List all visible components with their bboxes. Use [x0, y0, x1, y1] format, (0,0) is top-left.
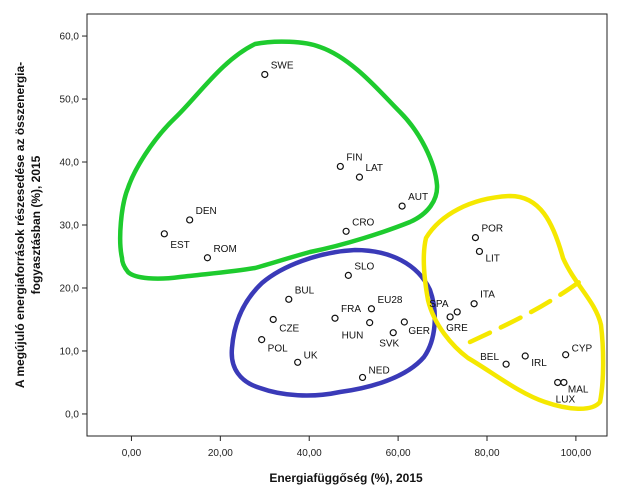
- point-label-uk: UK: [304, 350, 318, 361]
- data-point-gre: [446, 313, 454, 321]
- x-tick-label: 0,00: [122, 448, 142, 459]
- data-point-rom: [203, 254, 212, 262]
- point-label-cyp: CYP: [572, 344, 593, 355]
- x-axis: 0,00 20,00 40,00 60,00 80,00 100,00: [122, 436, 592, 459]
- point-label-bel: BEL: [480, 352, 499, 363]
- data-point-bel: [502, 360, 510, 368]
- data-point-spa: [453, 308, 461, 316]
- point-label-pol: POL: [268, 344, 288, 355]
- data-point-fin: [336, 162, 344, 171]
- x-tick-label: 20,00: [208, 448, 233, 459]
- plot-area: [86, 13, 608, 437]
- x-axis-title: Energiafüggőség (%), 2015: [269, 471, 423, 485]
- data-point-swe: [261, 70, 269, 79]
- point-label-swe: SWE: [271, 60, 294, 71]
- data-point-cyp: [562, 351, 570, 359]
- data-point-mal: [560, 378, 568, 387]
- point-label-ita: ITA: [480, 290, 495, 301]
- point-label-spa: SPA: [429, 299, 449, 310]
- point-label-mal: MAL: [568, 384, 589, 395]
- point-label-lit: LIT: [485, 253, 499, 264]
- yellow-cluster-outline: [421, 193, 606, 411]
- data-point-cze: [269, 315, 277, 324]
- data-point-cro: [342, 227, 350, 235]
- blue-cluster-outline: [229, 247, 437, 398]
- point-label-svk: SVK: [379, 339, 399, 350]
- point-label-est: EST: [170, 240, 189, 251]
- data-point-uk: [294, 358, 302, 366]
- data-point-irl: [521, 352, 529, 360]
- data-point-lat: [355, 173, 364, 181]
- data-point-lux: [554, 378, 562, 387]
- data-point-fra: [331, 314, 339, 322]
- data-point-lit: [475, 247, 484, 256]
- data-point-hun: [366, 319, 374, 327]
- data-point-svk: [389, 329, 397, 337]
- point-label-eu28: EU28: [377, 295, 402, 306]
- point-label-slo: SLO: [354, 261, 374, 272]
- y-tick-label: 60,0: [60, 32, 80, 43]
- point-label-gre: GRE: [446, 323, 468, 334]
- point-label-lat: LAT: [365, 163, 383, 174]
- data-point-slo: [344, 271, 352, 279]
- point-label-ned: NED: [369, 365, 390, 376]
- y-axis-title-line-1: A megújuló energiaforrások részesedése a…: [13, 62, 27, 388]
- data-point-por: [471, 233, 480, 242]
- green-cluster-outline: [117, 39, 440, 281]
- data-point-ita: [470, 300, 478, 308]
- y-tick-label: 0,0: [65, 409, 79, 420]
- data-point-bul: [285, 295, 293, 303]
- data-point-ned: [358, 373, 367, 382]
- point-label-cze: CZE: [279, 323, 299, 334]
- y-tick-label: 20,0: [60, 283, 80, 294]
- y-axis: 0,0 10,0 20,0 30,0 40,0 50,0 60,0: [60, 32, 87, 420]
- x-tick-label: 80,00: [474, 448, 499, 459]
- point-label-fin: FIN: [346, 152, 362, 163]
- y-tick-label: 10,0: [60, 346, 80, 357]
- point-label-cro: CRO: [352, 217, 374, 228]
- x-tick-label: 100,00: [561, 448, 592, 459]
- y-tick-label: 40,0: [60, 158, 80, 169]
- point-label-aut: AUT: [408, 192, 428, 203]
- y-axis-title-line-2: fogyasztásban (%), 2015: [29, 155, 43, 294]
- point-label-ger: GER: [408, 326, 430, 337]
- x-tick-label: 40,00: [297, 448, 322, 459]
- point-label-lux: LUX: [556, 394, 576, 405]
- point-label-irl: IRL: [531, 358, 547, 369]
- data-point-eu28: [367, 305, 376, 313]
- point-label-den: DEN: [196, 206, 217, 217]
- data-point-aut: [398, 202, 406, 210]
- data-point-ger: [400, 318, 408, 326]
- point-label-hun: HUN: [342, 331, 364, 342]
- y-tick-label: 50,0: [60, 95, 80, 106]
- data-point-pol: [258, 336, 266, 344]
- x-tick-label: 60,00: [386, 448, 411, 459]
- data-point-den: [186, 216, 194, 224]
- point-label-por: POR: [481, 224, 503, 235]
- data-point-est: [160, 230, 168, 238]
- point-label-rom: ROM: [213, 244, 236, 255]
- yellow-cluster-divider: [467, 277, 585, 345]
- point-label-bul: BUL: [295, 285, 315, 296]
- y-tick-label: 30,0: [60, 221, 80, 232]
- point-label-fra: FRA: [341, 304, 361, 315]
